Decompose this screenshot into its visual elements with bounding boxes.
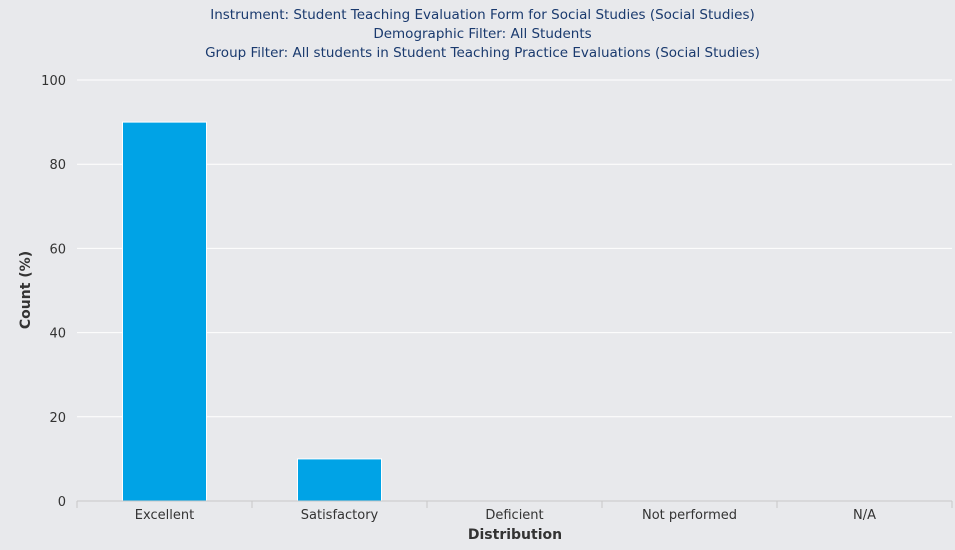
x-tick-label: Deficient [485,508,543,523]
x-tick-label: Satisfactory [301,508,379,523]
chart-title: Instrument: Student Teaching Evaluation … [0,6,955,63]
x-axis [76,500,953,508]
bars [122,121,382,502]
y-tick-label: 60 [49,242,66,257]
grid-lines [77,79,952,502]
y-tick-label: 100 [41,74,66,89]
x-tick-labels: Excellent Satisfactory Deficient Not perfor… [135,508,876,523]
x-tick-label: N/A [853,508,876,523]
y-tick-label: 80 [49,158,66,173]
y-tick-labels: 0 20 40 60 80 100 [41,74,66,510]
y-axis-title: Count (%) [18,251,34,329]
y-tick-label: 0 [58,495,66,510]
title-instrument: Instrument: Student Teaching Evaluation … [210,7,755,23]
y-tick-label: 40 [49,327,66,342]
x-tick-label: Excellent [135,508,194,523]
bar-satisfactory [297,458,382,502]
title-demographic-filter: Demographic Filter: All Students [373,26,592,42]
x-axis-title: Distribution [468,527,562,543]
x-tick-label: Not performed [642,508,737,523]
y-tick-label: 20 [49,411,66,426]
title-group-filter: Group Filter: All students in Student Te… [205,45,760,61]
bar-excellent [122,121,207,502]
